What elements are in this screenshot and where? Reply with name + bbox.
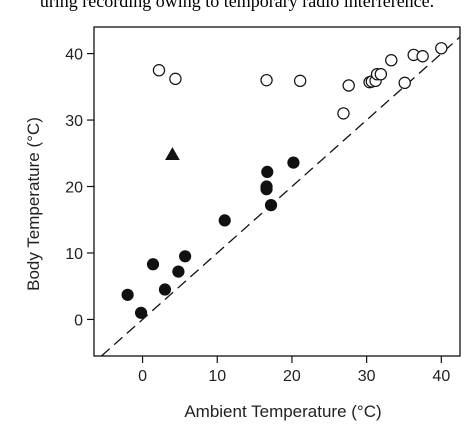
filled-triangle-point [165, 147, 180, 160]
data-points [121, 42, 448, 319]
open-circle-point [385, 54, 398, 67]
x-tick-label: 10 [208, 368, 226, 385]
filled-circle-point [264, 199, 278, 212]
open-circle-point [337, 107, 350, 120]
y-axis-label: Body Temperature (°C) [24, 117, 43, 291]
x-axis-label: Ambient Temperature (°C) [184, 402, 381, 421]
filled-circle-point [146, 258, 160, 271]
reference-line-layer [101, 36, 461, 357]
open-circle-point [169, 72, 182, 86]
filled-circle-point [134, 306, 148, 319]
filled-circle-point [287, 156, 300, 169]
axis-ticks: 0 10 20 30 40 0 10 20 30 40 [65, 47, 450, 385]
plot-area [93, 26, 461, 357]
y-tick-label: 30 [65, 113, 83, 130]
open-circle-point [342, 79, 355, 92]
open-circle-point [416, 50, 429, 63]
filled-circle-point [121, 288, 134, 301]
filled-circle-point [218, 214, 231, 227]
plot-border [93, 26, 461, 357]
filled-circle-point [261, 165, 274, 178]
filled-circle-point [158, 283, 172, 296]
x-tick-label: 0 [138, 368, 147, 385]
y-tick-label: 10 [65, 246, 83, 263]
figure-caption-fragment: uring recording owing to temporary radio… [39, 0, 435, 11]
open-circle-point [260, 73, 273, 87]
open-circle-point [152, 64, 166, 77]
filled-circle-point [260, 180, 273, 193]
reference-line-y-equals-x [101, 36, 461, 357]
filled-circle-point [179, 250, 192, 263]
x-tick-label: 20 [283, 368, 301, 385]
open-circle-point [435, 42, 448, 55]
open-circle-point [293, 74, 307, 88]
y-tick-label: 20 [65, 180, 83, 197]
open-circle-point [398, 76, 411, 90]
x-tick-label: 30 [358, 368, 376, 385]
x-tick-label: 40 [432, 368, 450, 385]
y-tick-label: 40 [65, 47, 83, 64]
open-circle-point [374, 67, 388, 81]
filled-circle-point [172, 265, 185, 278]
y-tick-label: 0 [74, 312, 83, 329]
